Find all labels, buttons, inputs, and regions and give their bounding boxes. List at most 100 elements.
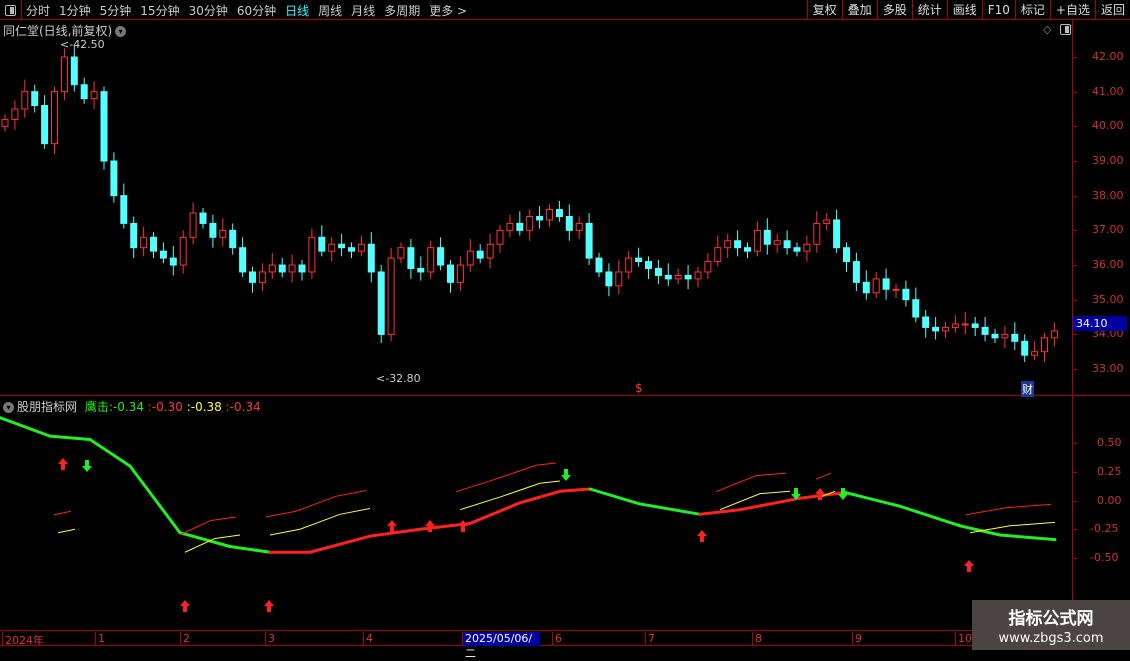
toolbar-buttons: 复权 叠加 多股 统计 画线 F10 标记 +自选 返回 [806, 0, 1130, 20]
candle-body [724, 240, 732, 249]
sell-arrow-icon [82, 460, 92, 472]
period-tab[interactable]: 1分钟 [59, 4, 91, 18]
indicator-main-line [128, 464, 182, 535]
panel-toggle-button[interactable] [0, 0, 22, 20]
indicator-main-line [558, 487, 592, 493]
candle-body [922, 316, 930, 328]
candle-body [872, 278, 880, 294]
toolbar-button[interactable]: 叠加 [841, 0, 877, 20]
period-tab[interactable]: 多周期 [384, 4, 421, 18]
toolbar-button[interactable]: 多股 [876, 0, 912, 20]
candle-body [843, 247, 850, 263]
candle-body [575, 222, 583, 231]
candle-body [476, 250, 484, 259]
indicator-red-line [715, 472, 787, 493]
chevron-down-icon[interactable]: ▾ [115, 26, 127, 37]
candle-body [585, 222, 593, 259]
date-label: 1 [95, 632, 105, 646]
candle-body [219, 229, 227, 238]
dollar-marker[interactable]: $ [635, 381, 643, 395]
candle-body [635, 257, 643, 263]
indicator-red-line [180, 516, 237, 535]
panel-icon[interactable] [1060, 24, 1071, 35]
candle-body [189, 212, 197, 238]
toolbar-button[interactable]: 返回 [1094, 0, 1130, 20]
indicator-main-line [178, 531, 232, 548]
period-tab[interactable]: 15分钟 [140, 4, 180, 18]
indicator-red-line [815, 472, 832, 480]
candle-body [536, 215, 544, 221]
candle-body [159, 250, 167, 259]
buy-arrow-icon [425, 520, 435, 532]
period-tab[interactable]: 日线 [285, 4, 310, 18]
candle-body [70, 56, 78, 86]
period-tab[interactable]: 30分钟 [188, 4, 228, 18]
toolbar-button[interactable]: F10 [981, 0, 1015, 20]
indicator-label: 鹰击 [84, 400, 109, 414]
toolbar-button[interactable]: 统计 [911, 0, 947, 20]
price-tick [1072, 57, 1077, 58]
indicator-main-line [843, 490, 902, 508]
indicator-main-line [468, 501, 522, 525]
price-tick [1072, 299, 1077, 301]
diamond-icon[interactable]: ◇ [1043, 23, 1052, 36]
candle-body [912, 299, 920, 318]
price-tick [1072, 334, 1077, 336]
candlestick-chart[interactable] [0, 0, 1072, 630]
candle-body [338, 243, 346, 249]
candle-body [417, 267, 425, 273]
value-2: :-0.30 [147, 400, 183, 414]
indicator-yellow-line [57, 528, 76, 534]
buy-arrow-icon [58, 458, 68, 470]
candle-body [110, 160, 118, 197]
buy-arrow-icon [697, 530, 707, 542]
indicator-main-line [898, 504, 962, 528]
indicator-main-line [958, 524, 1002, 537]
candle-body [862, 281, 870, 294]
buy-arrow-icon [458, 520, 468, 532]
candle-body [120, 195, 128, 224]
date-axis[interactable]: 2024年 1 2 3 4 6 7 8 9 10 2025/05/06/二 [0, 630, 1072, 660]
candle-body [1031, 351, 1039, 356]
panel-icon [5, 4, 16, 16]
candle-body [268, 264, 276, 273]
candle-body [357, 243, 365, 252]
value-1: :-0.34 [108, 400, 144, 414]
toolbar-button[interactable]: +自选 [1049, 0, 1095, 20]
price-tick [1072, 91, 1077, 93]
period-tab[interactable]: 分时 [26, 4, 51, 18]
candle-body [308, 236, 316, 273]
toolbar-button[interactable]: 画线 [946, 0, 982, 20]
price-tick-label: 35.00 [1092, 292, 1124, 306]
candle-body [565, 215, 573, 231]
indicator-name[interactable]: 股朋指标网 [17, 400, 78, 414]
candle-body [130, 222, 138, 249]
period-tab[interactable]: 5分钟 [99, 4, 132, 18]
candle-body [645, 261, 652, 269]
toolbar-button[interactable]: 标记 [1014, 0, 1050, 20]
low-price-label: <-32.80 [376, 372, 421, 385]
chevron-down-icon[interactable]: ▾ [3, 402, 14, 413]
candle-body [674, 274, 682, 280]
finance-marker[interactable]: 财 [1021, 381, 1034, 397]
candle-body [803, 243, 811, 252]
period-tab[interactable]: 60分钟 [236, 4, 277, 18]
candle-body [21, 91, 29, 110]
candle-body [318, 236, 326, 252]
price-tick-label: 33.00 [1092, 362, 1124, 376]
high-price-label: <-42.50 [60, 38, 105, 51]
candle-body [387, 257, 395, 335]
period-tab[interactable]: 月线 [351, 4, 376, 18]
period-tab[interactable]: 周线 [318, 4, 343, 18]
candle-body [447, 264, 454, 283]
sell-arrow-icon [838, 488, 848, 500]
candle-body [932, 326, 940, 332]
date-label: 8 [752, 632, 762, 646]
buy-arrow-icon [815, 488, 825, 500]
candle-body [595, 257, 603, 273]
period-tab[interactable]: 更多 > [429, 4, 468, 18]
price-tick [1072, 161, 1077, 162]
toolbar-button[interactable]: 复权 [806, 0, 842, 20]
indicator-main-line [0, 416, 52, 438]
candle-body [961, 323, 969, 326]
